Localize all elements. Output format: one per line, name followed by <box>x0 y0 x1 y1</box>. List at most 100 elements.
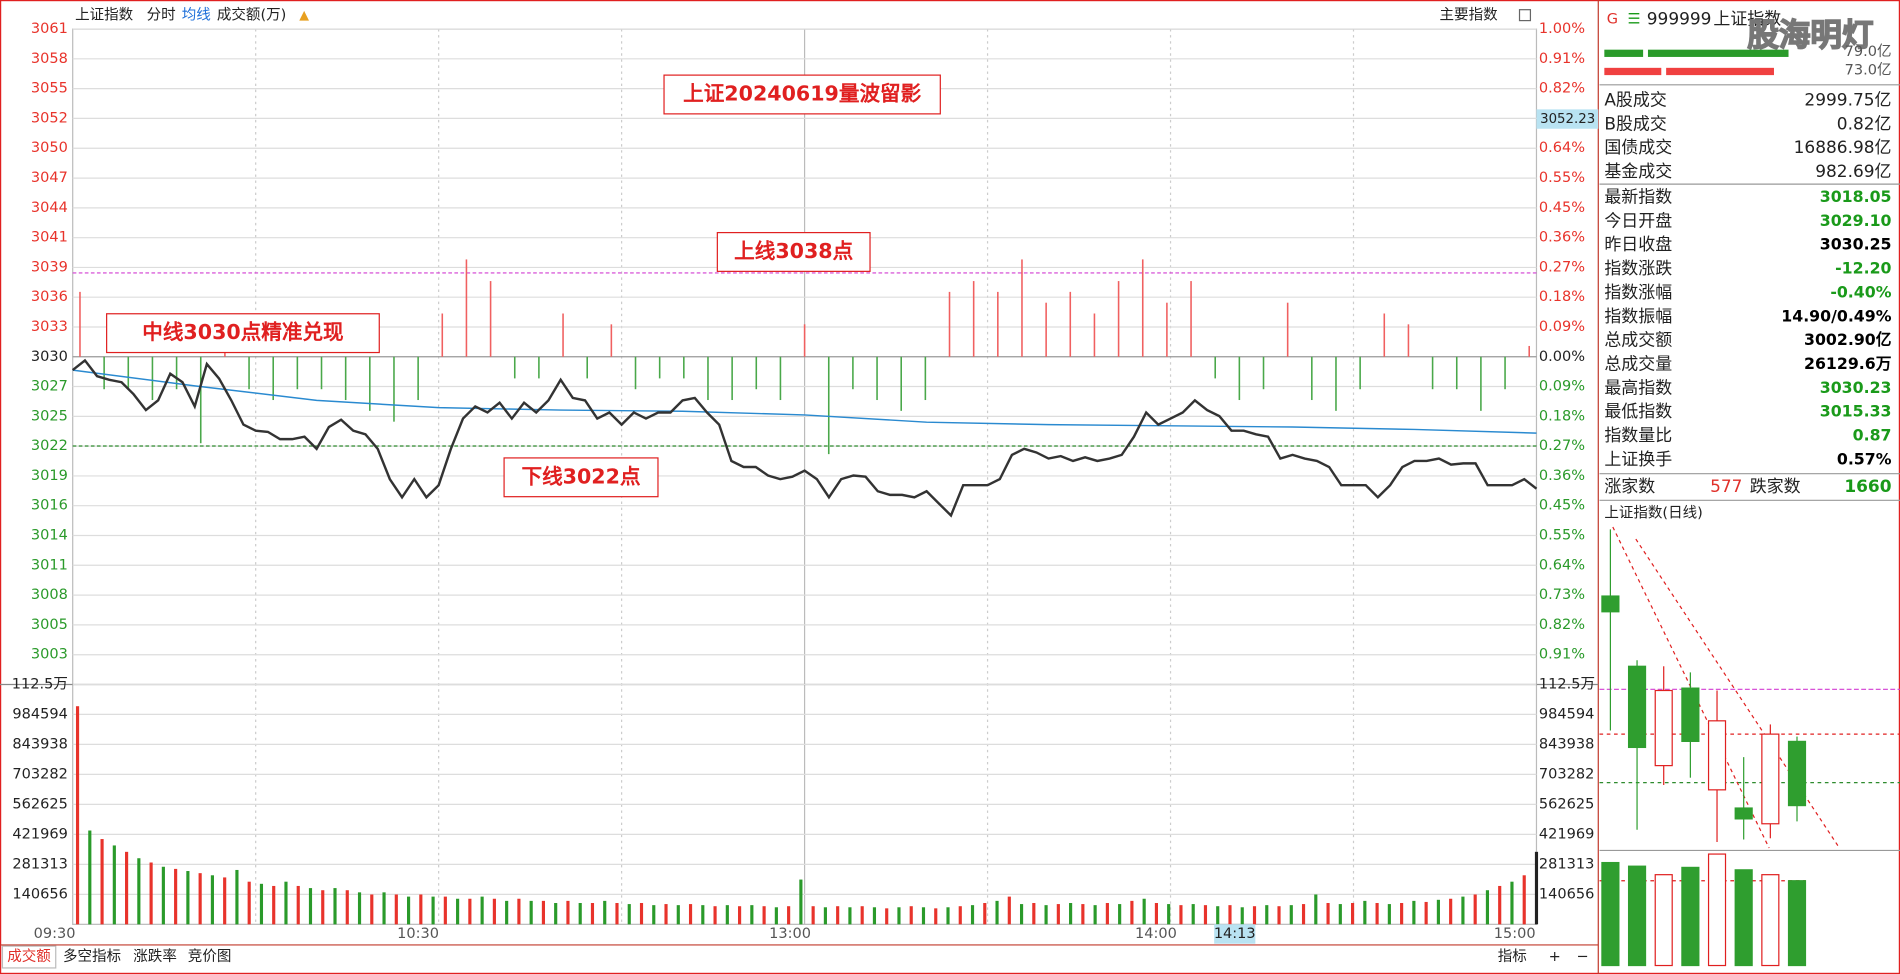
y-tick-pct: 0.45% <box>1539 498 1585 514</box>
candle-body <box>1627 665 1647 749</box>
volume-bar <box>75 706 80 925</box>
volume-bar <box>603 900 607 925</box>
daily-volume-bar <box>1734 869 1753 967</box>
volume-bar <box>774 907 778 925</box>
volume-bar <box>934 908 938 925</box>
stat-label: 最低指数 <box>1604 401 1672 421</box>
volume-bar <box>787 906 791 925</box>
volume-bar <box>897 907 901 925</box>
volume-bar <box>811 906 815 925</box>
vol-tick-label: 703282 <box>1539 766 1594 782</box>
volume-bar <box>860 906 864 925</box>
volume-bar <box>480 896 484 925</box>
stat-value: 14.90/0.49% <box>1781 306 1891 325</box>
volume-bar <box>1449 898 1453 925</box>
price-tag-text: 3052.23 <box>1540 112 1595 127</box>
stat-label: A股成交 <box>1604 90 1667 110</box>
volume-bar <box>149 862 153 925</box>
y-tick-label: 3011 <box>31 557 68 573</box>
volume-bar <box>1473 894 1477 925</box>
volume-bar <box>1007 896 1011 925</box>
y-tick-label: 3052 <box>31 110 68 126</box>
toolbar-tab[interactable]: 成交额(万) <box>217 6 286 24</box>
volume-bar <box>946 907 950 925</box>
toolbar-title: 上证指数 <box>75 7 134 24</box>
stat-value: 0.82亿 <box>1837 113 1892 133</box>
volume-bar <box>921 907 926 925</box>
volume-bar <box>235 869 239 925</box>
y-tick-pct: 0.64% <box>1539 557 1585 573</box>
volume-bar <box>1118 904 1122 925</box>
volume-bar <box>1498 885 1502 925</box>
volume-bar <box>1130 900 1134 925</box>
volume-bar <box>517 898 521 925</box>
bottom-tab[interactable]: 竞价图 <box>188 947 232 965</box>
volume-bar <box>419 894 423 925</box>
volume-bar <box>272 885 276 925</box>
volume-bar <box>88 830 92 925</box>
annotation-box <box>663 74 941 115</box>
stat-value: 3002.90亿 <box>1804 330 1892 349</box>
bottom-tab[interactable]: 多空指标 <box>63 948 121 965</box>
y-tick-pct: 0.55% <box>1539 528 1585 544</box>
volume-bar <box>1314 894 1318 925</box>
volume-bar <box>1069 903 1073 925</box>
volume-bar <box>639 903 644 925</box>
daily-volume-bar <box>1681 866 1700 967</box>
bottom-tab[interactable]: 涨跌率 <box>133 948 177 965</box>
stat-value: 2999.75亿 <box>1804 90 1891 110</box>
y-tick-pct: 0.82% <box>1539 617 1585 633</box>
volume-bar <box>848 907 852 925</box>
window-icon[interactable] <box>1518 9 1532 22</box>
volume-bar <box>492 898 496 925</box>
y-tick-pct: 0.82% <box>1539 81 1585 97</box>
volume-bar <box>1412 900 1416 925</box>
volume-bar <box>1203 905 1208 925</box>
annotation: 上证20240619量波留影 <box>683 81 921 105</box>
y-tick-pct: 0.27% <box>1539 259 1585 275</box>
volume-bar <box>198 873 202 925</box>
volume-bar <box>1105 903 1109 925</box>
vol-tick-label: 562625 <box>12 796 67 812</box>
flow-bar <box>1666 67 1774 76</box>
volume-bar <box>725 905 729 925</box>
volume-bar <box>1032 903 1036 925</box>
volume-bar <box>566 900 570 925</box>
stat-value: -12.20 <box>1835 259 1891 278</box>
stat-value: 3030.23 <box>1820 378 1892 397</box>
time-tag <box>1214 924 1256 944</box>
y-tick-pct: 0.18% <box>1539 408 1585 424</box>
y-tick-label: 3014 <box>31 528 68 544</box>
toolbar-right[interactable]: 主要指数 <box>1440 7 1499 24</box>
volume-bar <box>1338 904 1342 925</box>
toolbar-tab[interactable]: 均线 <box>182 7 211 24</box>
volume-bar <box>370 894 374 925</box>
bell-icon[interactable] <box>299 10 309 21</box>
volume-bar <box>223 877 227 925</box>
bottom-tab[interactable]: 成交额 <box>7 947 51 965</box>
y-tick-label: 3039 <box>31 259 68 275</box>
volume-bar <box>1093 905 1097 925</box>
y-tick-label: 3005 <box>31 617 68 633</box>
stat-value: 3029.10 <box>1820 211 1892 230</box>
x-tick-label: 13:00 <box>769 926 811 942</box>
volume-bar <box>431 896 435 925</box>
volume-bar <box>1522 875 1526 925</box>
volume-bar <box>308 888 313 925</box>
volume-bar <box>456 898 460 925</box>
bottom-button[interactable]: 指标 <box>1498 948 1527 965</box>
toolbar-tab[interactable]: 分时 <box>147 7 176 24</box>
stat-label: 上证换手 <box>1604 449 1672 469</box>
y-tick-label: 3033 <box>31 319 68 335</box>
bottom-button[interactable]: − <box>1576 949 1588 965</box>
x-tick-label: 09:30 <box>34 926 76 942</box>
volume-bar <box>983 903 987 925</box>
stat-label: 指数涨跌 <box>1604 258 1672 278</box>
stat-value: 26129.6万 <box>1804 354 1892 373</box>
y-tick-pct: 0.09% <box>1539 379 1585 395</box>
daily-volume-bar <box>1787 880 1807 967</box>
y-tick-pct: 0.91% <box>1539 51 1585 67</box>
vol-tick-label: 112.5万 <box>12 676 68 692</box>
bottom-button[interactable]: + <box>1549 949 1561 965</box>
